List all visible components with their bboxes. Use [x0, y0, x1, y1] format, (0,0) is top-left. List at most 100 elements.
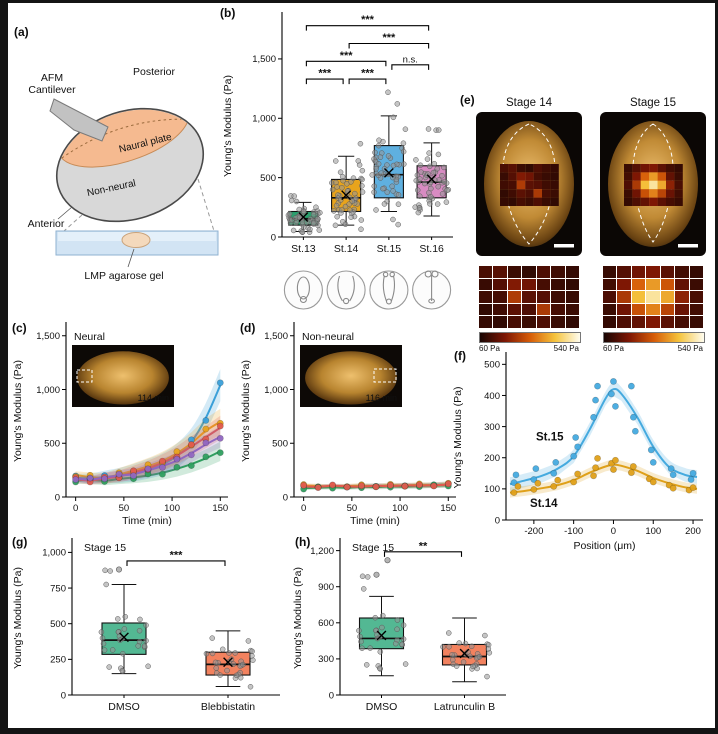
- svg-text:250: 250: [50, 655, 66, 666]
- svg-text:***: ***: [382, 32, 396, 44]
- panel-h-label: (h): [295, 535, 311, 549]
- svg-text:***: ***: [170, 549, 184, 561]
- svg-text:1,000: 1,000: [252, 114, 276, 125]
- svg-text:Time (min): Time (min): [350, 515, 400, 527]
- anterior-pointer-line: [57, 206, 73, 220]
- panel-b-label: (b): [220, 6, 236, 20]
- svg-text:750: 750: [50, 583, 66, 594]
- anterior-label: Anterior: [28, 218, 65, 230]
- svg-text:0: 0: [55, 492, 60, 503]
- svg-text:1,000: 1,000: [42, 548, 66, 559]
- svg-text:900: 900: [318, 582, 334, 593]
- svg-text:200: 200: [484, 453, 500, 464]
- scale-min-label: 60 Pa: [603, 344, 624, 353]
- stage15-column: Stage 15 60 Pa 540 Pa: [600, 97, 706, 353]
- svg-text:St.14: St.14: [334, 243, 359, 255]
- panel-a-diagram: Posterior AFM Cantilever Naural plate No…: [28, 66, 219, 282]
- svg-text:0: 0: [283, 492, 288, 503]
- svg-text:150: 150: [212, 503, 228, 514]
- svg-text:***: ***: [340, 50, 354, 62]
- svg-text:Young's Modulus (Pa): Young's Modulus (Pa): [240, 360, 252, 462]
- svg-text:200: 200: [685, 526, 701, 537]
- svg-text:100: 100: [392, 503, 408, 514]
- stage14-icon: [326, 270, 366, 310]
- svg-text:St.13: St.13: [291, 243, 316, 255]
- afm-label-line1: AFM: [41, 72, 63, 84]
- svg-text:1,200: 1,200: [310, 546, 334, 557]
- svg-text:0: 0: [271, 232, 276, 243]
- latrunculin-boxplot-chart: 0 300 600 900 1,200 Young's Modulus (Pa) DMSO L…: [292, 538, 506, 713]
- svg-text:Non-neural: Non-neural: [302, 331, 354, 343]
- svg-text:St.15: St.15: [536, 432, 564, 444]
- svg-text:300: 300: [318, 654, 334, 665]
- svg-text:1,500: 1,500: [36, 331, 60, 342]
- panel-g-label: (g): [12, 535, 28, 549]
- svg-text:100: 100: [164, 503, 180, 514]
- svg-text:0: 0: [301, 503, 306, 514]
- svg-text:116 min: 116 min: [366, 393, 397, 403]
- svg-text:DMSO: DMSO: [366, 701, 398, 713]
- stage15-colorbar: [603, 332, 705, 343]
- stage14-embryo-image: [476, 112, 582, 256]
- svg-text:-100: -100: [564, 526, 583, 537]
- svg-text:Young's Modulus (Pa): Young's Modulus (Pa): [12, 567, 24, 669]
- svg-text:500: 500: [484, 360, 500, 371]
- svg-text:0: 0: [495, 515, 500, 526]
- svg-text:Stage 15: Stage 15: [84, 542, 126, 554]
- svg-text:500: 500: [44, 439, 60, 450]
- scale-min-label: 60 Pa: [479, 344, 500, 353]
- svg-text:0: 0: [61, 690, 66, 701]
- svg-text:Young's Modulus (Pa): Young's Modulus (Pa): [12, 360, 24, 462]
- svg-text:50: 50: [347, 503, 358, 514]
- svg-text:600: 600: [318, 618, 334, 629]
- neural-timecourse-chart: 0 500 1,000 1,500 0 50 100 150 Young's Modulus (…: [12, 322, 228, 527]
- svg-text:***: ***: [361, 14, 375, 26]
- stage14-column: Stage 14 60 Pa 540 Pa: [476, 97, 582, 353]
- stage14-colorbar: [479, 332, 581, 343]
- embryo-in-gel: [121, 232, 151, 248]
- stage14-colorbar-labels: 60 Pa 540 Pa: [479, 344, 579, 353]
- svg-text:1,500: 1,500: [264, 331, 288, 342]
- stage13-icon: [283, 270, 323, 310]
- blebbistatin-boxplot-chart: 0 250 500 750 1,000 Young's Modulus (Pa) DMSO B…: [12, 538, 280, 713]
- afm-label-line2: Cantilever: [28, 84, 76, 96]
- stage15-title: Stage 15: [629, 97, 677, 109]
- stage15-colorbar-labels: 60 Pa 540 Pa: [603, 344, 703, 353]
- svg-text:Young's Modulus (Pa): Young's Modulus (Pa): [452, 386, 464, 488]
- panel-c-label: (c): [12, 321, 27, 335]
- scale-max-label: 540 Pa: [553, 344, 579, 353]
- position-profile-chart: 0 100 200 300 400 500 -200 -100 0 100 200 Young's M…: [452, 352, 703, 552]
- svg-text:Young's Modulus (Pa): Young's Modulus (Pa): [222, 75, 234, 177]
- scale-max-label: 540 Pa: [677, 344, 703, 353]
- zoom-connector-right: [197, 178, 215, 232]
- svg-text:0: 0: [329, 690, 334, 701]
- svg-text:100: 100: [645, 526, 661, 537]
- svg-text:1,000: 1,000: [264, 385, 288, 396]
- svg-text:St.14: St.14: [530, 498, 558, 510]
- svg-text:Time (min): Time (min): [122, 515, 172, 527]
- stage15-stiffness-heatmap: [603, 266, 703, 328]
- svg-text:-200: -200: [524, 526, 543, 537]
- stage14-stiffness-heatmap: [479, 266, 579, 328]
- zoom-connector-left: [63, 214, 83, 232]
- svg-text:Stage 15: Stage 15: [352, 542, 394, 554]
- panel-e-images: Stage 14 60 Pa 540 Pa Stage 15 60 Pa 540…: [458, 89, 714, 353]
- svg-text:0: 0: [73, 503, 78, 514]
- svg-text:***: ***: [318, 68, 332, 80]
- stage14-title: Stage 14: [505, 97, 553, 109]
- svg-text:n.s.: n.s.: [403, 54, 418, 65]
- svg-text:1,500: 1,500: [252, 54, 276, 65]
- svg-text:0: 0: [611, 526, 616, 537]
- svg-text:100: 100: [484, 484, 500, 495]
- stage15-embryo-image: [600, 112, 706, 256]
- non-neural-timecourse-chart: 0 500 1,000 1,500 0 50 100 150 Young's Modulus (…: [240, 322, 456, 527]
- svg-text:Latrunculin B: Latrunculin B: [434, 701, 495, 713]
- svg-text:Position (μm): Position (μm): [573, 540, 635, 552]
- stage-embryo-icons: [283, 270, 452, 310]
- gel-pointer-line: [127, 248, 135, 268]
- svg-text:St.15: St.15: [377, 243, 402, 255]
- panel-f-label: (f): [454, 349, 466, 363]
- svg-text:1,000: 1,000: [36, 385, 60, 396]
- svg-text:400: 400: [484, 391, 500, 402]
